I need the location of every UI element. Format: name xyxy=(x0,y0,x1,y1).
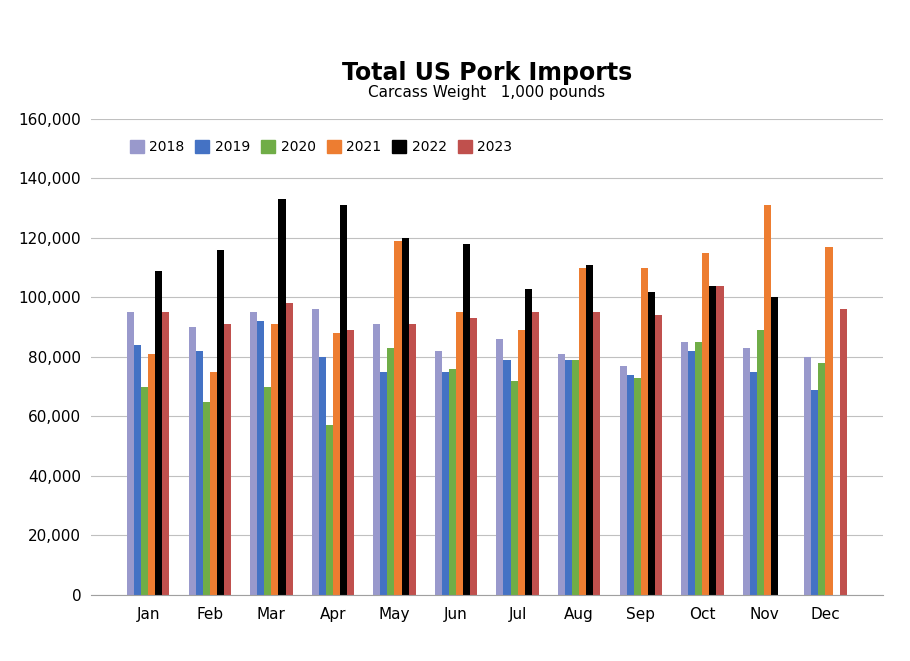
Bar xyxy=(648,292,655,595)
Bar xyxy=(641,268,648,595)
Bar xyxy=(210,371,217,595)
Bar xyxy=(655,315,662,595)
Bar xyxy=(224,325,231,595)
Bar xyxy=(812,390,818,595)
Bar xyxy=(141,387,148,595)
Bar xyxy=(449,369,456,595)
Bar xyxy=(496,339,503,595)
Bar xyxy=(395,241,401,595)
Bar xyxy=(565,360,572,595)
Bar xyxy=(318,357,326,595)
Bar xyxy=(763,205,771,595)
Legend: 2018, 2019, 2020, 2021, 2022, 2023: 2018, 2019, 2020, 2021, 2022, 2023 xyxy=(129,140,512,154)
Bar xyxy=(681,342,688,595)
Bar xyxy=(695,342,703,595)
Bar xyxy=(620,366,627,595)
Bar xyxy=(156,271,162,595)
Bar xyxy=(326,426,333,595)
Bar xyxy=(771,297,778,595)
Bar xyxy=(258,321,264,595)
Bar xyxy=(264,387,271,595)
Bar xyxy=(511,381,518,595)
Bar xyxy=(401,238,409,595)
Bar xyxy=(203,401,210,595)
Bar xyxy=(525,288,531,595)
Bar xyxy=(716,286,723,595)
Bar xyxy=(148,354,156,595)
Bar xyxy=(134,345,141,595)
Bar xyxy=(188,327,196,595)
Bar xyxy=(633,378,641,595)
Bar xyxy=(333,333,340,595)
Bar xyxy=(217,250,224,595)
Bar xyxy=(286,303,293,595)
Bar xyxy=(627,375,633,595)
Bar xyxy=(271,325,278,595)
Bar xyxy=(278,200,286,595)
Bar xyxy=(409,325,416,595)
Text: Carcass Weight   1,000 pounds: Carcass Weight 1,000 pounds xyxy=(369,85,605,100)
Bar xyxy=(380,371,388,595)
Bar xyxy=(463,244,470,595)
Bar xyxy=(750,371,757,595)
Bar xyxy=(196,351,203,595)
Bar xyxy=(572,360,579,595)
Bar xyxy=(804,357,812,595)
Bar xyxy=(518,330,525,595)
Bar xyxy=(558,354,565,595)
Bar xyxy=(127,313,134,595)
Bar xyxy=(340,205,347,595)
Bar xyxy=(825,247,833,595)
Bar xyxy=(347,330,354,595)
Bar xyxy=(593,313,601,595)
Bar xyxy=(312,309,318,595)
Bar xyxy=(470,319,478,595)
Bar xyxy=(757,330,763,595)
Bar xyxy=(162,313,169,595)
Bar xyxy=(250,313,258,595)
Bar xyxy=(442,371,449,595)
Bar xyxy=(503,360,511,595)
Bar xyxy=(373,325,380,595)
Bar xyxy=(710,286,716,595)
Bar xyxy=(703,253,710,595)
Title: Total US Pork Imports: Total US Pork Imports xyxy=(342,61,632,85)
Bar xyxy=(531,313,539,595)
Bar xyxy=(435,351,442,595)
Bar xyxy=(743,348,750,595)
Bar xyxy=(388,348,395,595)
Bar xyxy=(688,351,695,595)
Bar xyxy=(586,264,593,595)
Bar xyxy=(818,363,825,595)
Bar xyxy=(456,313,463,595)
Bar xyxy=(579,268,586,595)
Bar xyxy=(840,309,846,595)
